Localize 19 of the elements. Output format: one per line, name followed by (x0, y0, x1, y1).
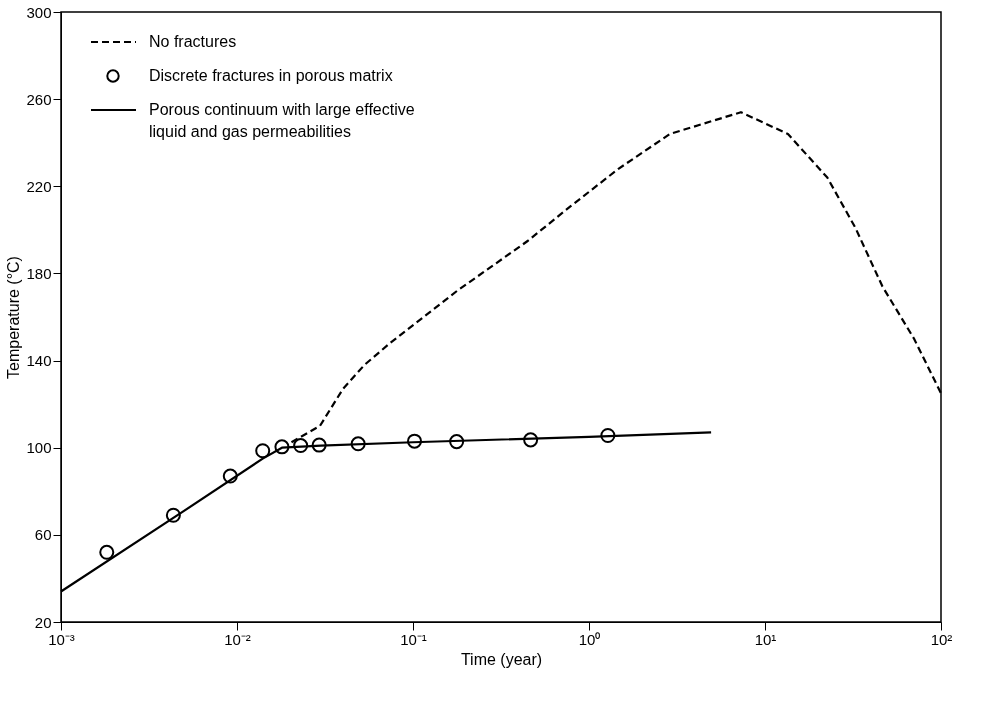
x-tick-label: 10¹ (754, 630, 777, 648)
legend-label: No fractures (149, 33, 237, 50)
y-tick-label: 100 (26, 439, 52, 457)
legend-label: Discrete fractures in porous matrix (149, 67, 393, 84)
y-tick-label: 20 (34, 613, 52, 631)
x-tick-label: 10⁰ (578, 630, 601, 648)
x-axis-title: Time (year) (460, 650, 543, 668)
legend-label: Porous continuum with large effective liquid and gas permeabilities (149, 101, 415, 140)
x-tick-label: 10⁻³ (48, 630, 75, 648)
y-tick-label: 300 (26, 3, 52, 21)
y-tick-label: 60 (34, 526, 52, 544)
y-tick-label: 180 (26, 264, 52, 282)
y-tick-label: 220 (26, 177, 52, 195)
y-axis-title: Temperature (°C) (5, 256, 23, 379)
y-tick-label: 260 (26, 90, 52, 108)
x-tick-label: 10⁻² (224, 630, 251, 648)
x-tick-label: 10² (930, 630, 953, 648)
y-tick-label: 140 (26, 352, 52, 370)
x-tick-label: 10⁻¹ (400, 630, 427, 648)
